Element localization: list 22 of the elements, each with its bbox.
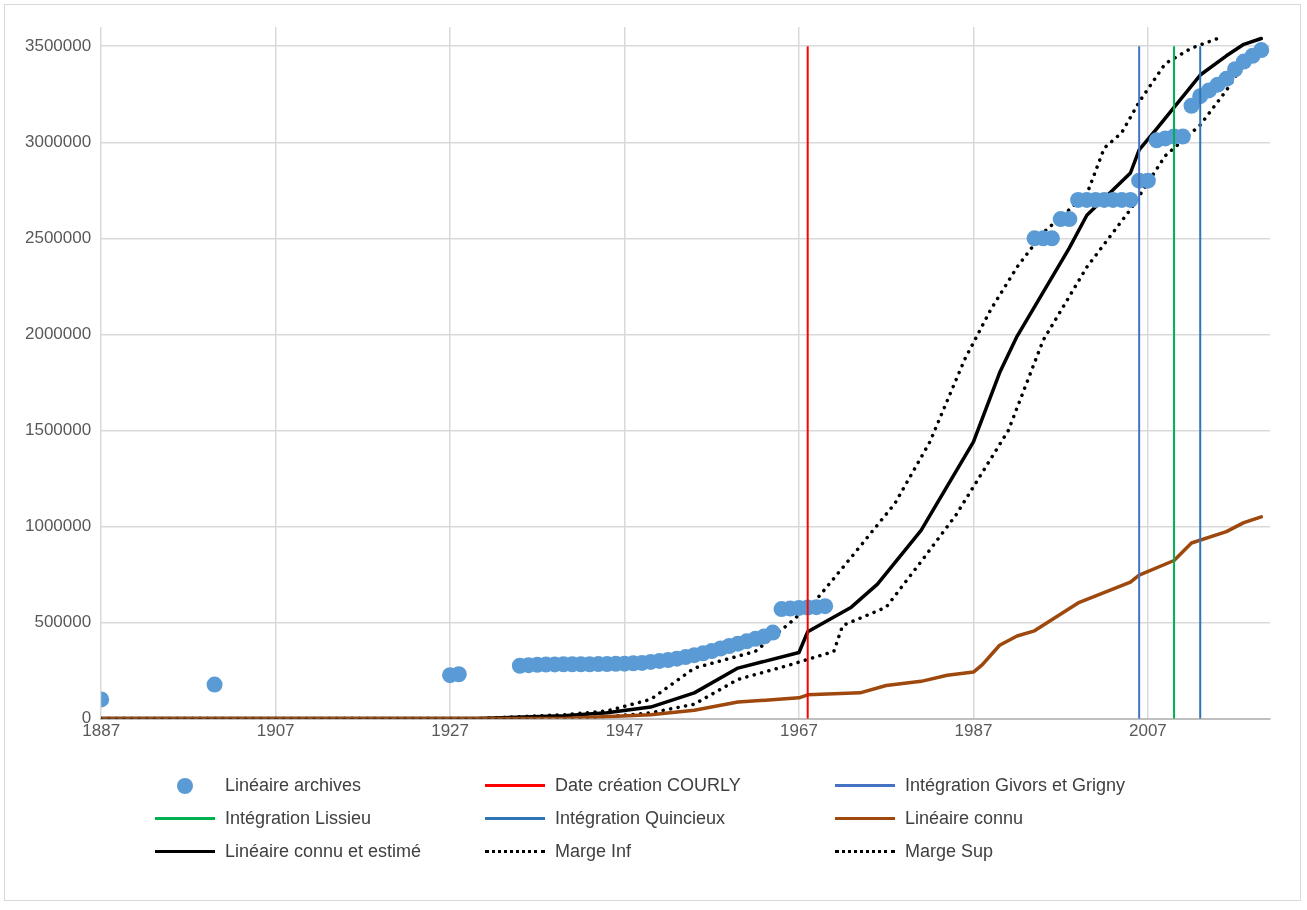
x-tick-label: 1907 (256, 721, 295, 741)
y-tick-label: 3500000 (24, 35, 92, 55)
y-tick-label: 2000000 (24, 324, 92, 344)
legend-label: Date création COURLY (555, 775, 741, 796)
x-tick-label: 1987 (954, 721, 993, 741)
y-tick-label: 3000000 (24, 131, 92, 151)
y-tick-label: 1000000 (24, 516, 92, 536)
x-tick-label: 2007 (1128, 721, 1167, 741)
y-tick-label: 500000 (34, 612, 92, 632)
legend-label: Intégration Lissieu (225, 808, 372, 829)
y-tick-label: 2500000 (24, 228, 92, 248)
legend-label: Marge Sup (905, 841, 994, 862)
y-tick-label: 1500000 (24, 420, 92, 440)
legend-label: Intégration Quincieux (555, 808, 726, 829)
x-tick-label: 1927 (431, 721, 469, 741)
legend-label: Linéaire connu (905, 808, 1024, 829)
legend-label: Intégration Givors et Grigny (905, 775, 1126, 796)
x-tick-label: 1947 (605, 721, 644, 741)
legend-label: Marge Inf (555, 841, 632, 862)
x-tick-label: 1967 (780, 721, 818, 741)
legend-label: Linéaire connu et estimé (225, 841, 422, 862)
legend-label: Linéaire archives (225, 775, 362, 796)
